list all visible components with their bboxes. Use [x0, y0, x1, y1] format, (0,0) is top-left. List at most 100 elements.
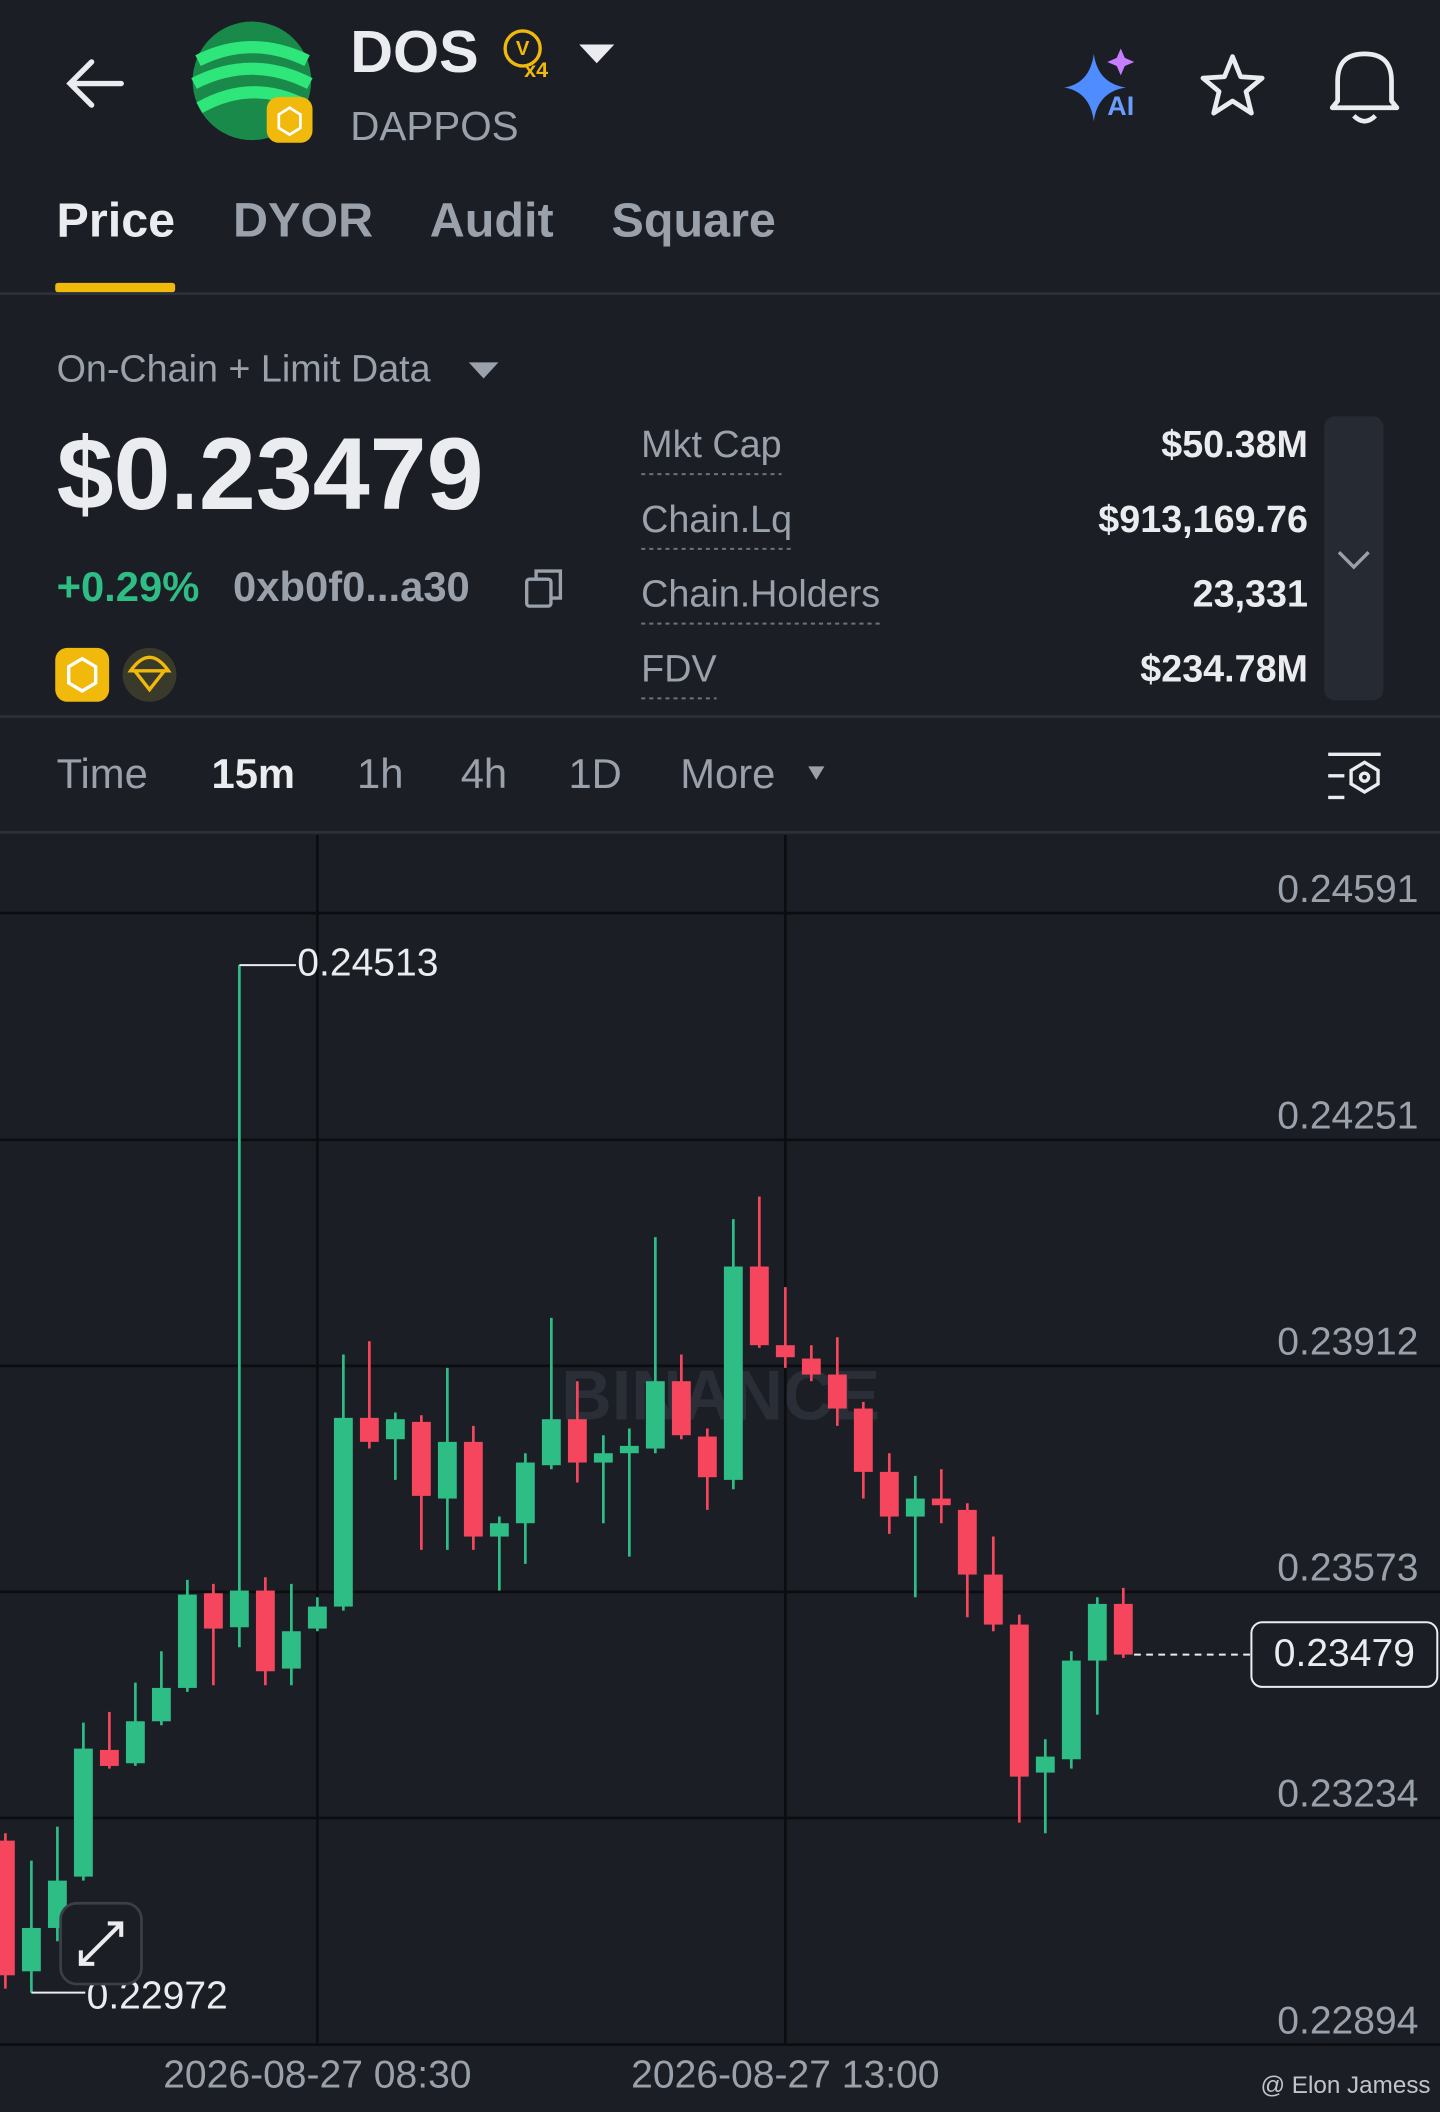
- last-price-box: [1250, 1621, 1439, 1688]
- stat-value: $234.78M: [1140, 647, 1308, 689]
- interval-option[interactable]: 15m: [211, 750, 295, 797]
- chevron[interactable]: [1337, 551, 1370, 570]
- candle-body: [203, 1593, 223, 1629]
- candle-body: [957, 1509, 977, 1575]
- candle-body: [359, 1417, 379, 1442]
- y-tick-label: 0.23234: [1277, 1773, 1418, 1816]
- stat-label: Mkt Cap: [641, 423, 781, 465]
- candle-body: [1061, 1660, 1081, 1760]
- candle-body: [931, 1498, 951, 1506]
- data-source[interactable]: On-Chain + Limit Data: [57, 348, 431, 390]
- tab[interactable]: Square: [612, 193, 776, 247]
- y-tick-label: 0.24591: [1277, 868, 1418, 911]
- candle-body: [307, 1606, 327, 1629]
- candle-body: [151, 1687, 171, 1722]
- badge: x4: [524, 57, 548, 82]
- stat-value: $50.38M: [1161, 423, 1308, 465]
- candle-body: [489, 1523, 509, 1537]
- dropdown-caret[interactable]: [579, 44, 615, 64]
- candle-body: [411, 1421, 431, 1496]
- badge-icon: [503, 29, 542, 68]
- candle-body: [671, 1381, 691, 1436]
- interval-option[interactable]: 1h: [357, 750, 403, 797]
- interval-option: Time: [57, 750, 148, 797]
- candle-body: [983, 1574, 1003, 1625]
- candle-body: [99, 1749, 119, 1766]
- stat-value: $913,169.76: [1098, 498, 1308, 540]
- candle-body: [229, 1590, 249, 1628]
- stat-label: FDV: [641, 647, 716, 689]
- ai-label: AI: [1107, 91, 1134, 121]
- candle-body: [1035, 1756, 1055, 1773]
- candle-body: [437, 1441, 457, 1499]
- token-symbol: DOS: [350, 18, 478, 85]
- candle-body: [827, 1374, 847, 1409]
- contract-address: 0xb0f0...a30: [233, 563, 470, 610]
- alert-button[interactable]: [1329, 51, 1400, 124]
- x-tick-label: 2026-08-27 13:00: [631, 2053, 939, 2096]
- candle-body: [1087, 1603, 1107, 1661]
- candle-body: [1113, 1603, 1133, 1655]
- candle-body: [541, 1419, 561, 1466]
- candle-body: [905, 1498, 925, 1517]
- candle-body: [463, 1441, 483, 1537]
- candle-body: [697, 1436, 717, 1478]
- back-button[interactable]: [66, 59, 124, 108]
- candle-body: [333, 1417, 353, 1607]
- interval-option[interactable]: 1D: [568, 750, 621, 797]
- x-tick-label: 2026-08-27 08:30: [163, 2053, 471, 2096]
- tab[interactable]: DYOR: [233, 193, 373, 247]
- stat-label: Chain.Lq: [641, 498, 792, 540]
- candle-body: [749, 1266, 769, 1346]
- watermark: BINANCE: [561, 1356, 880, 1434]
- candle-body: [567, 1419, 587, 1463]
- candle-body: [0, 1840, 15, 1976]
- candle-body: [125, 1721, 145, 1764]
- interval-option[interactable]: 4h: [461, 750, 507, 797]
- chain-icon-glyph: [67, 656, 98, 693]
- platform-icon: [122, 647, 177, 702]
- tab[interactable]: Price: [57, 193, 176, 247]
- candle-body: [21, 1927, 41, 1972]
- stat-label: Chain.Holders: [641, 573, 880, 615]
- candle-body: [619, 1445, 639, 1454]
- dropdown-caret[interactable]: [808, 766, 825, 780]
- credit: @ Elon Jamess: [1260, 2072, 1430, 2099]
- price: $0.23479: [57, 416, 484, 531]
- copy-button[interactable]: [525, 569, 563, 608]
- candle-body: [515, 1462, 535, 1524]
- dropdown-caret[interactable]: [468, 362, 499, 379]
- stat-value: 23,331: [1193, 573, 1308, 615]
- candle-body: [73, 1748, 93, 1877]
- interval-option[interactable]: More: [680, 750, 775, 797]
- y-tick-label: 0.23573: [1277, 1547, 1418, 1590]
- tab-indicator: [55, 282, 176, 293]
- candle-body: [801, 1358, 821, 1375]
- expand-panel[interactable]: [1324, 416, 1384, 701]
- ai-button[interactable]: AI: [1064, 48, 1135, 122]
- candle-body: [281, 1631, 301, 1669]
- candle-body: [385, 1419, 405, 1440]
- y-tick-label: 0.24251: [1277, 1095, 1418, 1138]
- favorite-button[interactable]: [1200, 54, 1265, 116]
- candle-body: [255, 1590, 275, 1672]
- candle-body: [853, 1408, 873, 1472]
- platform-icon-glyph: [127, 655, 172, 693]
- fullscreen-button[interactable]: [59, 1901, 143, 1986]
- tab[interactable]: Audit: [430, 193, 554, 247]
- high-label: 0.24513: [297, 941, 438, 984]
- chart-settings[interactable]: [1328, 752, 1381, 800]
- candle-body: [1009, 1624, 1029, 1777]
- candle-body: [879, 1471, 899, 1517]
- candle-body: [645, 1381, 665, 1449]
- y-tick-label: 0.22894: [1277, 1999, 1418, 2042]
- token-name: DAPPOS: [350, 103, 518, 149]
- token-logo: [191, 21, 313, 143]
- candle-body: [177, 1594, 197, 1688]
- badge-letter: V: [516, 38, 530, 60]
- candle-body: [775, 1345, 795, 1358]
- chain-icon: [55, 647, 110, 702]
- candle-body: [723, 1266, 743, 1480]
